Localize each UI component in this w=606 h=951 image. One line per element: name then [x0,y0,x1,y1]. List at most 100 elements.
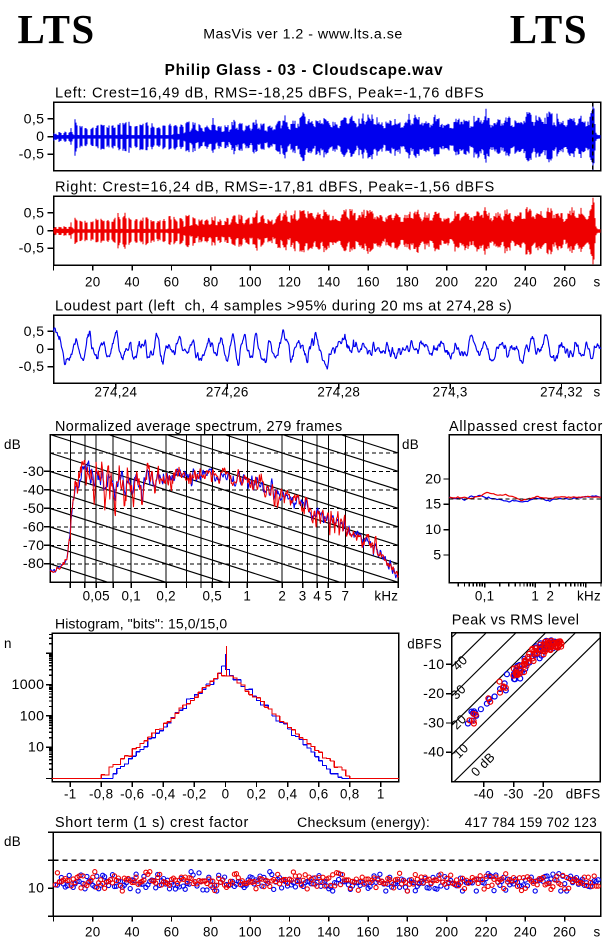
svg-text:0,5: 0,5 [24,111,45,127]
svg-text:s: s [594,275,601,290]
svg-text:dB: dB [4,834,21,849]
svg-text:240: 240 [514,925,537,940]
svg-text:-0,4: -0,4 [151,787,176,802]
svg-text:220: 220 [474,275,497,290]
svg-text:0,5: 0,5 [203,589,223,604]
svg-text:160: 160 [356,275,379,290]
svg-text:-0,6: -0,6 [120,787,144,802]
svg-text:100: 100 [238,275,261,290]
svg-text:60: 60 [164,275,180,290]
svg-text:Philip Glass - 03 - Cloudscape: Philip Glass - 03 - Cloudscape.wav [165,62,444,79]
svg-text:Loudest part (left ch, 4 samp: Loudest part (left ch, 4 samples >95% du… [55,299,512,315]
svg-text:120: 120 [278,925,301,940]
svg-text:MasVis ver 1.2 - www.lts.a.se: MasVis ver 1.2 - www.lts.a.se [203,27,403,43]
svg-text:0,1: 0,1 [475,589,495,604]
svg-text:-40: -40 [23,482,44,498]
svg-text:0,5: 0,5 [24,205,45,221]
svg-text:20: 20 [425,471,441,487]
svg-text:1: 1 [531,589,539,604]
svg-text:dB: dB [4,437,21,452]
svg-text:Normalized average spectrum, 2: Normalized average spectrum, 279 frames [55,419,343,435]
svg-text:0,1: 0,1 [121,589,141,604]
svg-text:dBFS: dBFS [407,637,442,652]
svg-text:0,5: 0,5 [24,324,45,340]
svg-text:-40: -40 [474,787,494,802]
svg-text:0,2: 0,2 [247,787,267,802]
svg-text:10: 10 [28,881,44,897]
svg-text:274,28: 274,28 [317,385,360,400]
svg-text:274,3: 274,3 [433,385,468,400]
svg-text:200: 200 [435,925,458,940]
svg-text:5: 5 [433,547,441,563]
svg-text:274,24: 274,24 [95,385,138,400]
svg-text:0: 0 [36,342,44,358]
svg-text:160: 160 [356,925,379,940]
svg-text:180: 180 [396,925,419,940]
svg-text:140: 140 [317,275,340,290]
svg-text:0,2: 0,2 [156,589,176,604]
svg-text:3: 3 [299,589,307,604]
svg-text:2: 2 [278,589,286,604]
svg-text:220: 220 [474,925,497,940]
svg-text:-50: -50 [23,501,44,517]
svg-text:10: 10 [28,740,44,756]
svg-text:-30: -30 [23,464,44,480]
svg-text:20: 20 [85,275,101,290]
svg-text:240: 240 [514,275,537,290]
svg-text:80: 80 [203,925,219,940]
svg-text:-0,5: -0,5 [19,241,45,257]
svg-text:-10: -10 [423,657,444,673]
svg-text:-60: -60 [23,519,44,535]
svg-text:1000: 1000 [12,677,45,693]
svg-text:200: 200 [435,275,458,290]
svg-text:s: s [594,385,601,400]
svg-text:417 784 159 702 123: 417 784 159 702 123 [465,815,597,830]
svg-text:274,26: 274,26 [206,385,249,400]
svg-text:Allpassed crest factor: Allpassed crest factor [449,419,603,435]
svg-text:10: 10 [425,522,441,538]
svg-text:0: 0 [36,129,44,145]
svg-text:7: 7 [342,589,350,604]
svg-text:n: n [4,636,12,651]
svg-text:100: 100 [20,708,45,724]
svg-text:-1: -1 [64,787,77,802]
svg-text:-0,5: -0,5 [19,359,45,375]
svg-text:0: 0 [36,223,44,239]
svg-text:-0,8: -0,8 [89,787,113,802]
svg-text:140: 140 [317,925,340,940]
svg-text:-20: -20 [533,787,553,802]
svg-text:-0,2: -0,2 [182,787,206,802]
svg-text:260: 260 [553,275,576,290]
svg-text:20: 20 [85,925,101,940]
svg-text:Short term (1 s) crest factor: Short term (1 s) crest factor [55,815,249,831]
svg-text:Peak vs RMS level: Peak vs RMS level [452,613,580,629]
svg-text:0: 0 [222,787,230,802]
svg-text:-40: -40 [423,745,444,761]
svg-text:kHz: kHz [374,589,398,604]
svg-text:Left: Crest=16,49 dB, RMS=-18,: Left: Crest=16,49 dB, RMS=-18,25 dBFS, P… [55,86,484,102]
svg-text:40: 40 [124,275,140,290]
svg-text:1: 1 [243,589,251,604]
svg-text:5: 5 [325,589,333,604]
svg-text:-0,5: -0,5 [19,147,45,163]
svg-text:1: 1 [377,787,385,802]
svg-text:-70: -70 [23,538,44,554]
svg-text:80: 80 [203,275,219,290]
svg-text:LTS: LTS [510,6,588,52]
svg-text:-30: -30 [503,787,523,802]
svg-text:274,32: 274,32 [540,385,583,400]
svg-text:120: 120 [278,275,301,290]
svg-text:dB: dB [402,437,419,452]
svg-text:0,05: 0,05 [83,589,110,604]
svg-text:dBFS: dBFS [566,787,601,802]
svg-text:40: 40 [124,925,140,940]
svg-text:0,8: 0,8 [340,787,360,802]
svg-text:60: 60 [164,925,180,940]
svg-text:180: 180 [396,275,419,290]
svg-text:-30: -30 [423,715,444,731]
svg-text:0,6: 0,6 [309,787,329,802]
svg-text:100: 100 [238,925,261,940]
svg-text:kHz: kHz [577,589,601,604]
svg-text:260: 260 [553,925,576,940]
svg-text:-20: -20 [423,686,444,702]
